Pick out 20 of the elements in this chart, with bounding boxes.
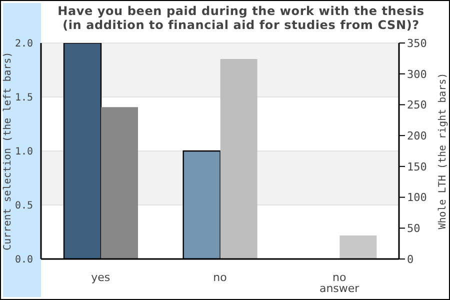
x-tick-label: yes xyxy=(91,270,110,284)
y-axis-title: Current selection (the left bars) xyxy=(2,52,14,250)
y2-tick-label: 350 xyxy=(407,36,427,50)
chart-title: Have you been paid during the work with the thesis (in addition to financial aid for studies from CSN)? xyxy=(56,4,426,32)
y2-tick-label: 100 xyxy=(407,191,427,204)
y2-tick-label: 50 xyxy=(407,222,420,236)
y-tick-label: 1.5 xyxy=(14,92,33,104)
y2-tick-label: 200 xyxy=(407,129,427,142)
x-tick-label: no xyxy=(213,270,228,284)
y2-axis-title: Whole LTH (the right bars) xyxy=(438,72,449,230)
x-tick-label: no answer xyxy=(319,270,360,295)
y-tick-label: 0.5 xyxy=(14,200,33,212)
y-tick-label: 0.0 xyxy=(14,254,33,266)
y2-tick-label: 250 xyxy=(407,98,427,112)
bar xyxy=(340,236,377,259)
y2-tick-label: 0 xyxy=(407,252,414,266)
y-tick-label: 1.0 xyxy=(14,146,33,158)
y-tick-label: 2.0 xyxy=(14,38,33,50)
y2-tick-label: 300 xyxy=(407,68,427,81)
y2-tick-label: 150 xyxy=(407,160,427,174)
